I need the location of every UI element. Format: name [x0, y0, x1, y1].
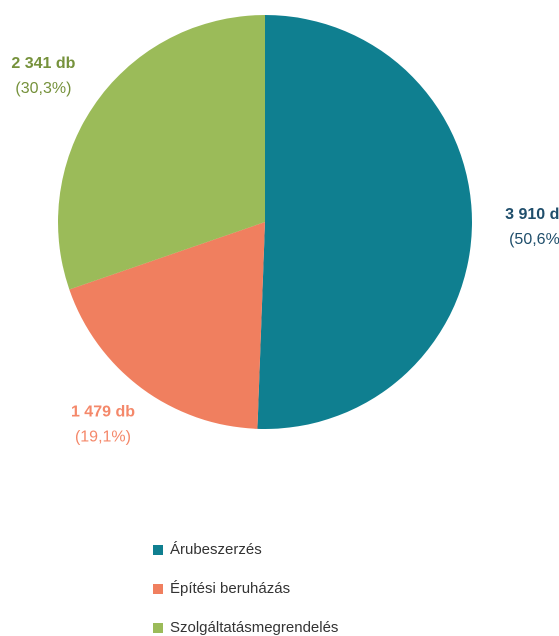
pie-slice	[69, 222, 266, 429]
percent-label: (19,1%)	[75, 429, 131, 446]
percent-label: (50,6%)	[509, 231, 559, 248]
percent-label: (30,3%)	[15, 80, 71, 97]
value-label: 3 910 db	[505, 206, 559, 223]
pie-slice	[57, 15, 265, 290]
legend-swatch	[153, 584, 163, 594]
value-label: 2 341 db	[11, 55, 75, 72]
value-label: 1 479 db	[71, 404, 135, 421]
legend-label: Szolgáltatásmegrendelés	[170, 619, 338, 636]
legend-swatch	[153, 623, 163, 633]
legend-swatch	[153, 545, 163, 555]
legend-label: Építési beruházás	[170, 580, 290, 597]
legend-label: Árubeszerzés	[170, 541, 262, 558]
pie-slice	[257, 14, 473, 430]
